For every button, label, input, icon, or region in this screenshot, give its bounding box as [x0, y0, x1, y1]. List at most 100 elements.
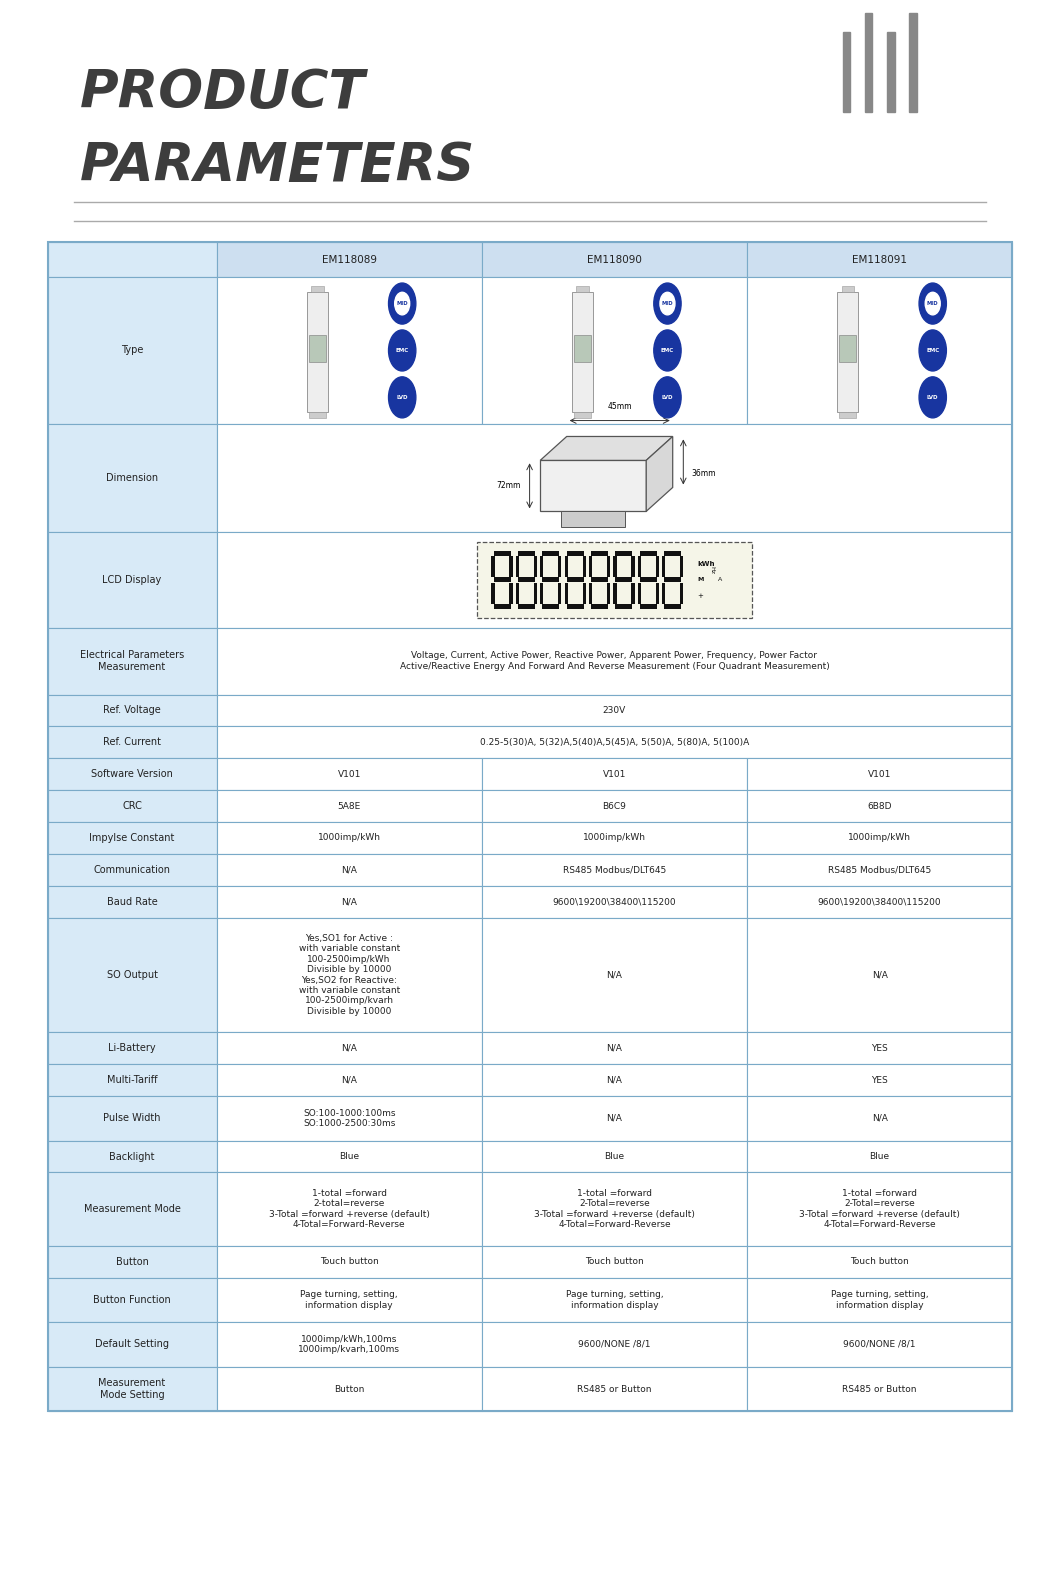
Bar	[510, 583, 513, 604]
Text: Page turning, setting,
information display: Page turning, setting, information displ…	[566, 1290, 664, 1309]
Bar	[565, 583, 568, 604]
Text: N/A: N/A	[341, 897, 357, 906]
Bar	[48, 242, 216, 277]
Circle shape	[394, 292, 410, 315]
Bar	[656, 556, 659, 577]
Text: kWh: kWh	[697, 561, 714, 567]
Text: Dimension: Dimension	[106, 473, 158, 483]
Text: PARAMETERS: PARAMETERS	[80, 140, 475, 193]
Text: Touch button: Touch button	[850, 1257, 909, 1266]
Bar	[616, 578, 633, 583]
Bar	[311, 287, 323, 292]
Text: N/A: N/A	[606, 1075, 622, 1085]
Text: N/A: N/A	[341, 865, 357, 875]
Text: 1000imp/kWh: 1000imp/kWh	[848, 833, 912, 843]
Text: Page turning, setting,
information display: Page turning, setting, information displ…	[300, 1290, 398, 1309]
Bar	[656, 583, 659, 604]
Bar	[308, 335, 325, 362]
Text: CRC: CRC	[122, 801, 142, 811]
Text: MID: MID	[661, 301, 673, 306]
Bar	[562, 511, 625, 527]
Circle shape	[654, 330, 682, 371]
Bar	[589, 583, 593, 604]
Bar	[638, 556, 641, 577]
Text: 9600/NONE /8/1: 9600/NONE /8/1	[844, 1340, 916, 1349]
Text: Voltage, Current, Active Power, Reactive Power, Apparent Power, Frequency, Power: Voltage, Current, Active Power, Reactive…	[400, 652, 829, 671]
Text: EM118089: EM118089	[321, 255, 376, 264]
Bar	[216, 1096, 481, 1141]
Bar	[887, 32, 895, 112]
Text: N/A: N/A	[341, 1075, 357, 1085]
Bar	[216, 628, 1012, 695]
Bar	[665, 551, 682, 556]
Text: 36mm: 36mm	[692, 470, 717, 478]
Bar	[747, 854, 1012, 886]
Bar	[48, 726, 216, 758]
Text: SO:100-1000:100ms
SO:1000-2500:30ms: SO:100-1000:100ms SO:1000-2500:30ms	[303, 1109, 395, 1128]
Bar	[216, 1278, 481, 1322]
Circle shape	[925, 292, 940, 315]
Text: LCD Display: LCD Display	[103, 575, 162, 585]
Bar	[567, 578, 584, 583]
Bar	[607, 583, 611, 604]
Bar	[48, 918, 216, 1032]
Text: EMC: EMC	[926, 347, 939, 354]
Bar	[510, 556, 513, 577]
Bar	[665, 604, 682, 609]
Bar	[747, 277, 1012, 424]
Text: Baud Rate: Baud Rate	[107, 897, 158, 906]
Bar	[541, 583, 544, 604]
Bar	[48, 790, 216, 822]
Text: Pulse Width: Pulse Width	[104, 1114, 161, 1123]
Bar	[48, 532, 216, 628]
Text: Ref. Voltage: Ref. Voltage	[103, 706, 161, 715]
Bar	[559, 583, 562, 604]
Text: Page turning, setting,
information display: Page turning, setting, information displ…	[831, 1290, 929, 1309]
Text: V101: V101	[603, 769, 626, 779]
Bar	[591, 578, 608, 583]
Text: 0.25-5(30)A, 5(32)A,5(40)A,5(45)A, 5(50)A, 5(80)A, 5(100)A: 0.25-5(30)A, 5(32)A,5(40)A,5(45)A, 5(50)…	[480, 738, 749, 747]
Bar	[494, 604, 511, 609]
Bar	[842, 287, 854, 292]
Text: Blue: Blue	[869, 1152, 889, 1161]
Text: Button: Button	[334, 1384, 365, 1394]
Bar	[640, 604, 657, 609]
Text: N/A: N/A	[871, 1114, 887, 1123]
Polygon shape	[647, 436, 673, 511]
Bar	[589, 556, 593, 577]
Text: V101: V101	[868, 769, 891, 779]
Text: EM118091: EM118091	[852, 255, 907, 264]
Bar	[216, 277, 481, 424]
Bar	[662, 583, 666, 604]
Bar	[516, 583, 519, 604]
Bar	[747, 1367, 1012, 1411]
Bar	[48, 854, 216, 886]
Bar	[494, 578, 511, 583]
Bar	[216, 918, 481, 1032]
Bar	[216, 695, 1012, 726]
Bar	[747, 1064, 1012, 1096]
Text: 1-total =forward
2-total=reverse
3-Total =forward +reverse (default)
4-Total=For: 1-total =forward 2-total=reverse 3-Total…	[268, 1188, 429, 1230]
Bar	[481, 1278, 747, 1322]
Bar	[572, 292, 594, 413]
Circle shape	[660, 292, 675, 315]
Text: Default Setting: Default Setting	[95, 1340, 170, 1349]
Bar	[632, 556, 635, 577]
Text: Ref. Current: Ref. Current	[103, 738, 161, 747]
Bar	[48, 242, 1012, 1411]
Bar	[48, 277, 216, 424]
Text: 45mm: 45mm	[607, 401, 632, 411]
Bar	[481, 1322, 747, 1367]
Text: Electrical Parameters
Measurement: Electrical Parameters Measurement	[80, 650, 184, 672]
Bar	[747, 1032, 1012, 1064]
Bar	[747, 1172, 1012, 1246]
Text: Multi-Tariff: Multi-Tariff	[107, 1075, 157, 1085]
Bar	[216, 726, 1012, 758]
Text: A: A	[719, 577, 723, 583]
Bar	[48, 822, 216, 854]
Bar	[640, 578, 657, 583]
Bar	[541, 556, 544, 577]
Bar	[747, 758, 1012, 790]
Text: RS485 or Button: RS485 or Button	[843, 1384, 917, 1394]
Text: 9600\19200\38400\115200: 9600\19200\38400\115200	[552, 897, 676, 906]
